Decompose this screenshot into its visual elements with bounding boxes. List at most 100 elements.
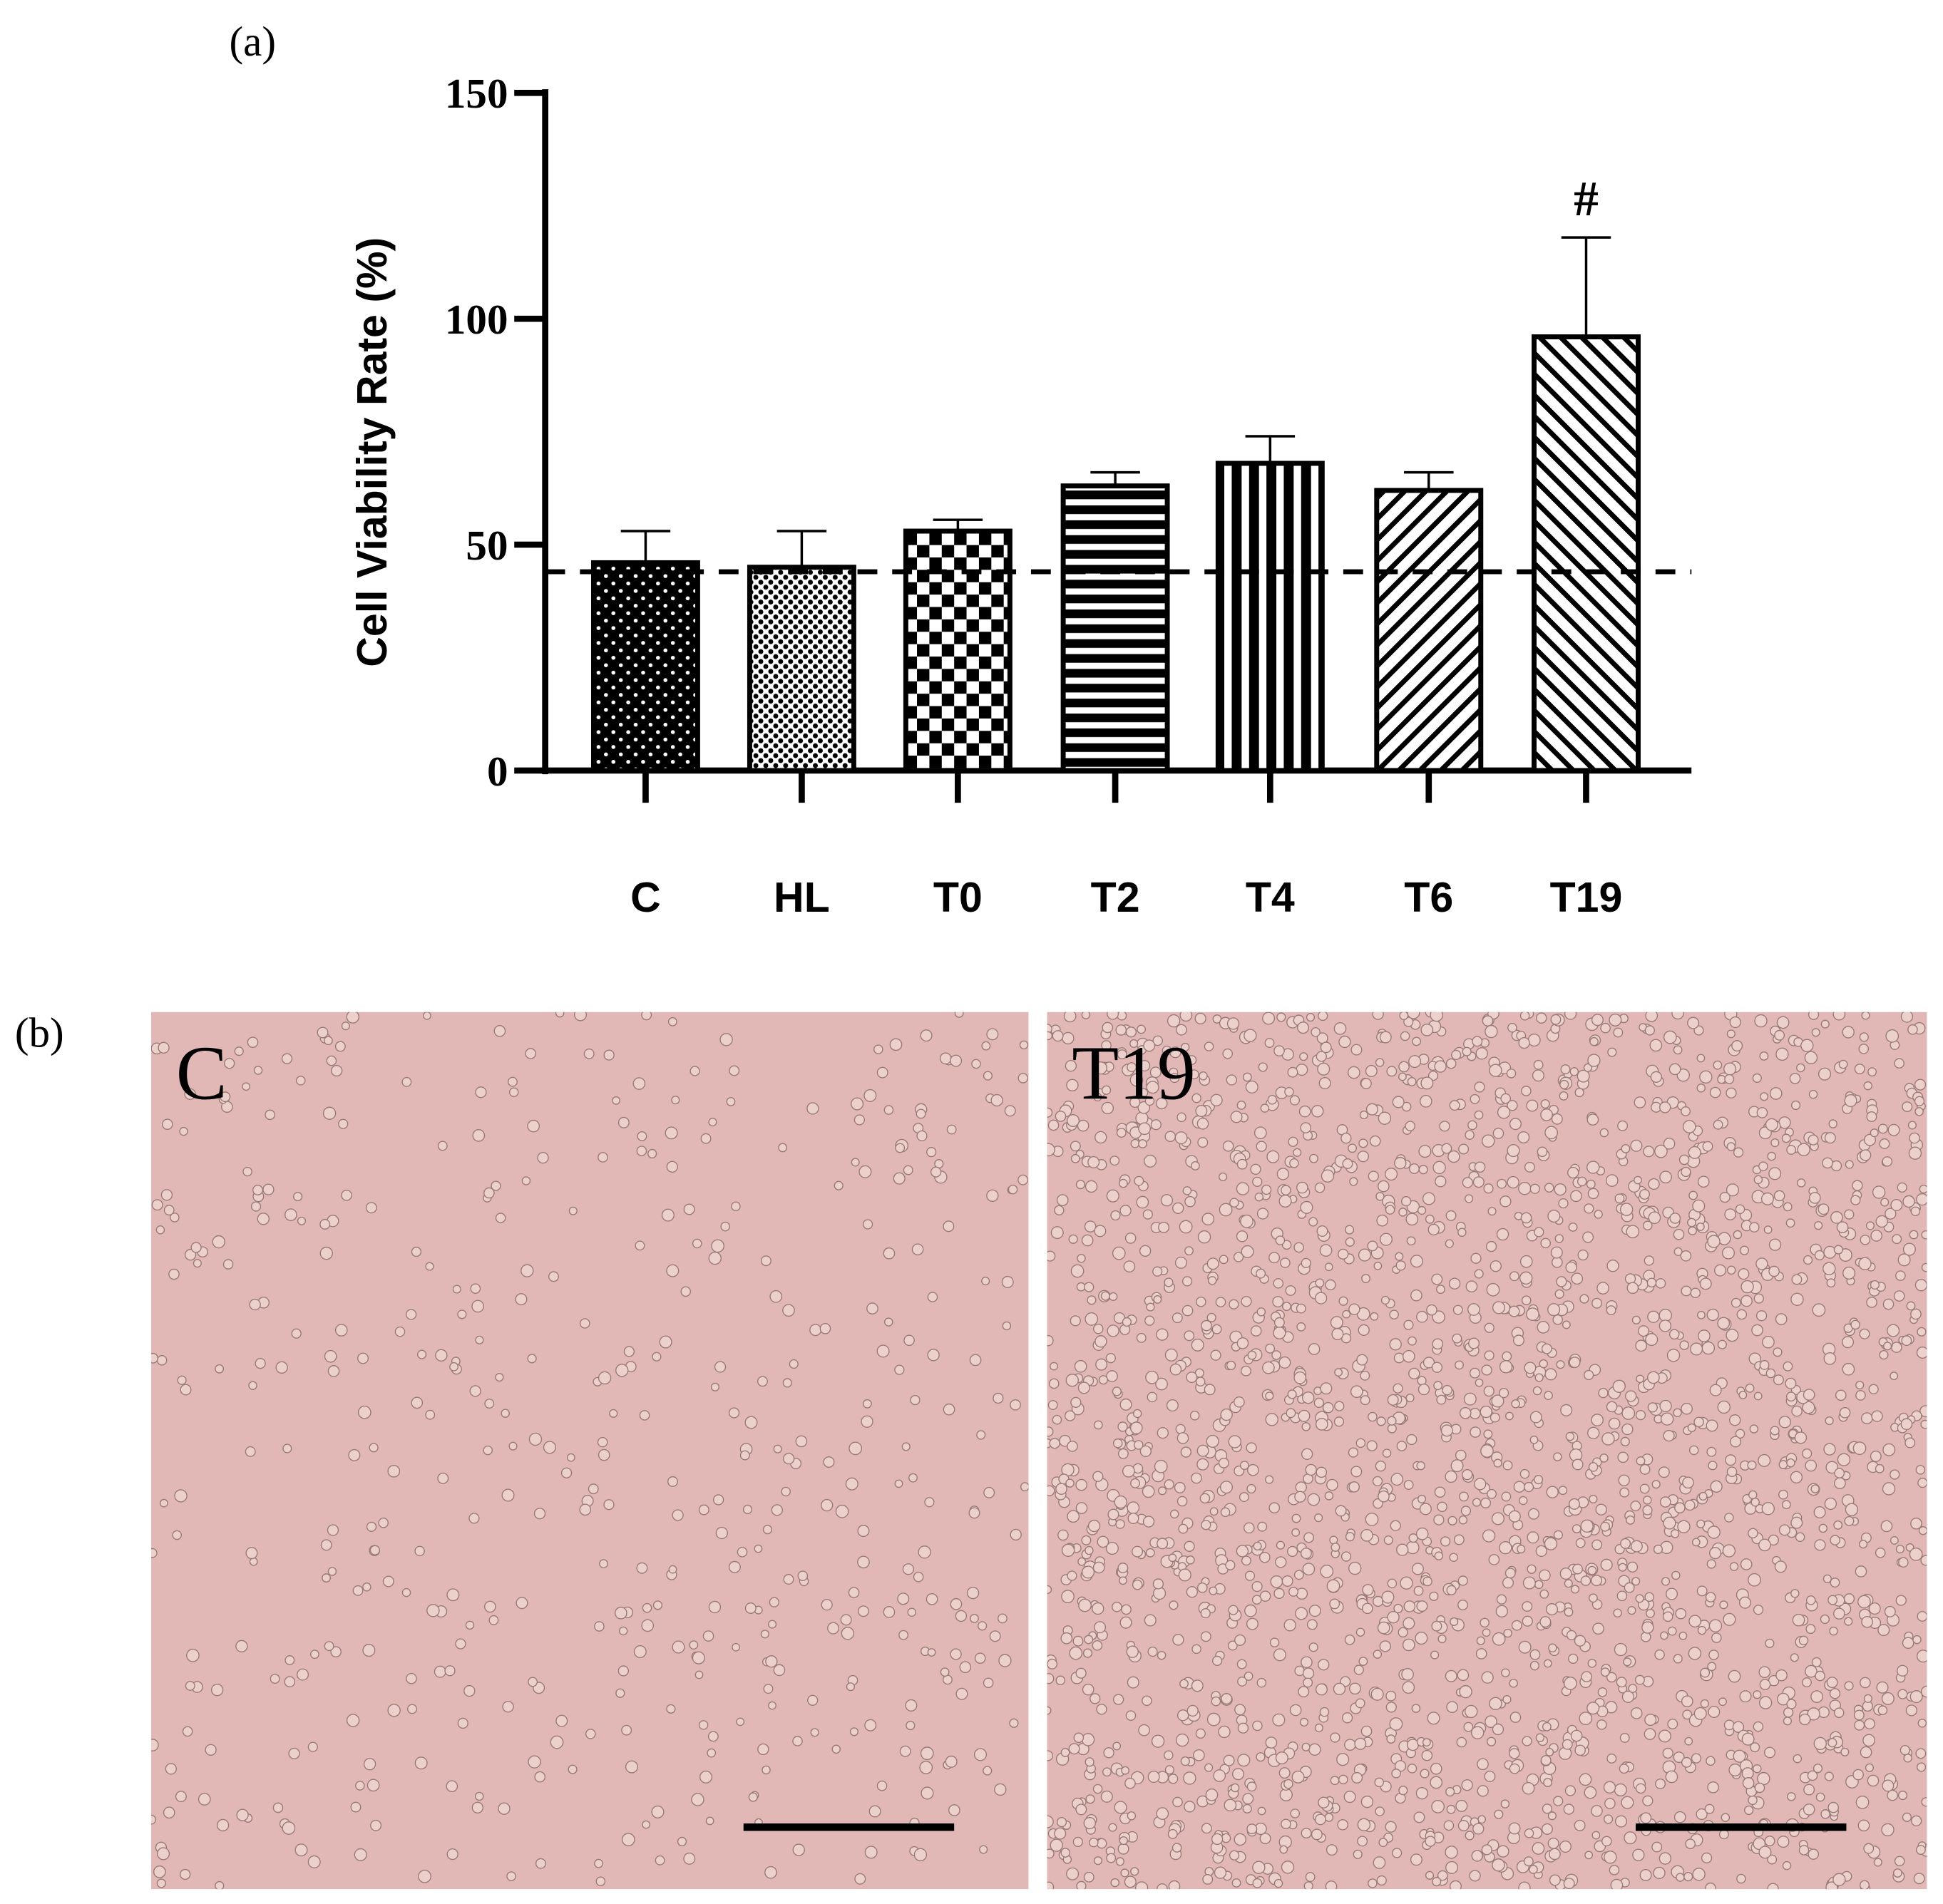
cell (1682, 1476, 1694, 1489)
cell (1325, 1880, 1338, 1890)
cell (1552, 1256, 1563, 1268)
cell (1480, 1498, 1492, 1508)
cell (1199, 1071, 1208, 1081)
cell (1349, 1177, 1358, 1186)
cell (1485, 1024, 1498, 1039)
cell (1832, 1012, 1846, 1021)
cell (1422, 1357, 1435, 1369)
cell (858, 1165, 872, 1178)
cell (1471, 1850, 1483, 1862)
cell (683, 1203, 695, 1215)
cell (1818, 1203, 1830, 1215)
cell (348, 1448, 361, 1461)
cell (1767, 1883, 1779, 1890)
cell (1824, 1497, 1837, 1511)
cell (1663, 1429, 1675, 1442)
x-tick-label: T6 (1404, 874, 1453, 921)
cell (1560, 1064, 1571, 1075)
cell (970, 1614, 979, 1623)
cell (1587, 1565, 1597, 1575)
cell (1534, 1580, 1544, 1590)
cell (1769, 1087, 1783, 1100)
cell (281, 1053, 293, 1064)
cell (1385, 1702, 1397, 1713)
cell (1047, 1673, 1055, 1684)
cell (1741, 1732, 1755, 1746)
cell (1350, 1044, 1363, 1056)
cell (483, 1187, 495, 1199)
cell (1797, 1143, 1810, 1156)
cell (1810, 1690, 1823, 1703)
cell (158, 1041, 170, 1054)
cell (414, 1756, 428, 1770)
cell (1654, 1649, 1665, 1660)
cell (1707, 1781, 1719, 1794)
cell (940, 1667, 950, 1677)
cell (1470, 1093, 1480, 1104)
cell (916, 1108, 926, 1119)
cell (1293, 1570, 1304, 1580)
cell (1659, 1101, 1671, 1113)
cell (1316, 1051, 1327, 1062)
cell (1066, 1867, 1080, 1880)
cell (1201, 1823, 1212, 1834)
cell (1405, 1394, 1415, 1403)
cell (1127, 1811, 1137, 1821)
cell (1544, 1183, 1554, 1193)
cell (1547, 1209, 1561, 1223)
cell (899, 1745, 911, 1757)
cell (1236, 1101, 1246, 1110)
cell (1189, 1411, 1200, 1421)
cell (1047, 1881, 1055, 1890)
cell (1268, 1252, 1281, 1264)
cell (943, 1403, 955, 1416)
cell (1132, 1545, 1144, 1558)
cell (1467, 1120, 1477, 1131)
cell (849, 1441, 863, 1456)
cell (1285, 1285, 1296, 1296)
cell (1281, 1185, 1291, 1195)
cell (534, 1771, 546, 1783)
cell (1139, 1060, 1151, 1072)
cell (1001, 1275, 1014, 1288)
cell (1351, 1771, 1363, 1784)
cell (1698, 1491, 1708, 1501)
cell (334, 1324, 348, 1337)
cell (1386, 1734, 1396, 1744)
cell (1877, 1705, 1888, 1715)
cell (1072, 1836, 1083, 1848)
cell (1916, 1193, 1927, 1206)
cell (1122, 1464, 1135, 1478)
cell (1403, 1617, 1415, 1630)
cell (275, 1361, 288, 1374)
cell (1708, 1650, 1719, 1660)
cell (954, 1012, 964, 1018)
cell (1096, 1838, 1107, 1849)
cell (1546, 1486, 1559, 1498)
cell (1237, 1676, 1248, 1687)
cell (1626, 1516, 1635, 1525)
cell (1055, 1111, 1067, 1122)
cell (635, 1240, 645, 1251)
cell (1894, 1058, 1904, 1069)
cell (160, 1498, 168, 1508)
cell (1519, 1012, 1530, 1021)
cell (1179, 1012, 1193, 1022)
cell (1087, 1156, 1100, 1168)
cell (1319, 1244, 1333, 1257)
cell (1760, 1192, 1774, 1205)
cell (1077, 1557, 1087, 1566)
cell (1559, 1841, 1572, 1853)
cell (1261, 1184, 1272, 1195)
cell (737, 1546, 748, 1558)
cell (1431, 1273, 1443, 1285)
cell (1913, 1873, 1925, 1885)
cell (1584, 1851, 1594, 1860)
cell (1147, 1646, 1158, 1657)
cell (1814, 1250, 1825, 1261)
cell (560, 1467, 573, 1478)
cell (1820, 1019, 1830, 1029)
cell (334, 1041, 346, 1052)
cell (1417, 1494, 1427, 1503)
cell (1860, 1746, 1872, 1759)
